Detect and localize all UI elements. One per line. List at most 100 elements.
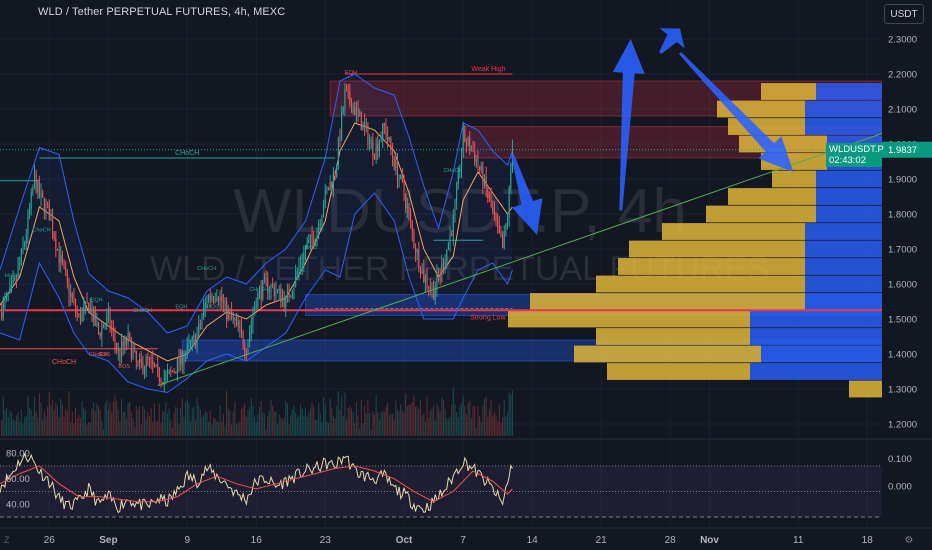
volume-bar: [6, 408, 8, 436]
volume-bar: [89, 422, 91, 436]
time-tick-label: 18: [862, 535, 874, 546]
candle-body: [337, 138, 339, 165]
volume-profile-buy: [750, 363, 882, 380]
volume-bar: [1, 419, 3, 436]
volume-bar: [365, 413, 367, 436]
candle-body: [124, 338, 126, 347]
volume-profile-sell: [607, 363, 750, 380]
candle-body: [86, 301, 88, 304]
candle-body: [101, 327, 103, 337]
volume-profile-buy: [805, 275, 882, 293]
volume-bar: [329, 398, 331, 436]
volume-bar: [352, 411, 354, 436]
candle-body: [323, 206, 325, 216]
volume-bar: [465, 414, 467, 436]
volume-bar: [454, 404, 456, 436]
candle-body: [483, 176, 486, 186]
volume-bar: [50, 404, 52, 436]
candle-body: [76, 310, 78, 314]
candle-body: [308, 239, 310, 244]
candle-body: [30, 192, 32, 209]
candle-body: [493, 211, 495, 215]
volume-bar: [387, 402, 389, 436]
volume-bar: [490, 400, 492, 436]
volume-bar: [162, 411, 164, 436]
volume-bar: [280, 417, 282, 436]
candle-body: [298, 266, 300, 272]
volume-bar: [106, 400, 108, 436]
rsi-right-tick-label: 0.100: [888, 454, 912, 465]
candle-body: [188, 342, 190, 345]
volume-bar: [214, 418, 216, 436]
volume-profile-sell: [596, 275, 805, 293]
candle-body: [109, 310, 111, 328]
volume-bar: [40, 402, 42, 436]
candle-body: [275, 291, 277, 296]
volume-bar: [212, 417, 215, 436]
rsi-line: [0, 452, 513, 514]
candle-body: [380, 138, 382, 142]
structure-label: CHoCH: [443, 168, 462, 174]
volume-profile-buy: [816, 83, 882, 100]
candle-body: [502, 237, 504, 248]
candle-body: [157, 364, 159, 368]
volume-bar: [14, 420, 16, 436]
volume-bar: [237, 423, 239, 436]
gear-icon[interactable]: ⚙: [904, 535, 914, 546]
candle-body: [33, 173, 36, 188]
volume-bar: [321, 422, 323, 436]
candle-body: [485, 176, 487, 189]
volume-bar: [137, 409, 139, 436]
volume-bar: [426, 396, 428, 436]
last-price-tag-text: 1.9837: [888, 145, 917, 156]
candle-body: [203, 307, 205, 317]
volume-bar: [441, 397, 443, 436]
candle-body: [144, 367, 146, 373]
candle-body: [393, 157, 395, 169]
price-tick-label: 1.9000: [888, 175, 917, 186]
candle-body: [423, 269, 425, 283]
volume-bar: [398, 411, 400, 436]
price-tick-label: 2.1000: [888, 105, 917, 116]
volume-bar: [316, 419, 318, 436]
volume-bar: [290, 415, 292, 436]
time-tick-label: 14: [527, 535, 539, 546]
candle-body: [339, 138, 341, 141]
volume-bar: [45, 416, 47, 436]
candle-body: [17, 265, 19, 279]
candle-body: [227, 310, 229, 319]
bollinger-upper: [0, 73, 513, 334]
candle-body: [145, 356, 147, 368]
candle-body: [125, 338, 128, 345]
candle-body: [232, 317, 234, 319]
volume-bar: [270, 399, 272, 436]
candle-body: [372, 140, 374, 156]
candle-body: [336, 164, 338, 177]
candle-body: [222, 301, 224, 303]
volume-bar: [385, 406, 387, 436]
candle-body: [355, 107, 357, 115]
volume-bar: [349, 405, 351, 436]
volume-profile-sell: [849, 380, 882, 398]
candle-body: [106, 316, 108, 326]
candle-body: [426, 276, 428, 287]
volume-bar: [127, 402, 129, 436]
candle-body: [465, 141, 467, 145]
candle-body: [47, 203, 49, 205]
candle-body: [68, 281, 70, 297]
candle-body: [475, 159, 477, 162]
volume-bar: [464, 405, 466, 436]
bollinger-fill: [0, 74, 513, 393]
volume-bar: [245, 416, 247, 436]
volume-bar: [33, 396, 36, 436]
candle-body: [362, 123, 364, 131]
currency-button[interactable]: USDT: [884, 4, 924, 24]
volume-bar: [497, 420, 499, 436]
time-axis: 26 Sep 9 16 23 Oct 7 14 21 28 Nov 11 18: [0, 527, 932, 546]
volume-bar: [209, 410, 211, 436]
volume-bar: [474, 405, 476, 436]
volume-bar: [229, 411, 231, 436]
candle-body: [405, 193, 407, 209]
volume-bar: [65, 408, 67, 436]
